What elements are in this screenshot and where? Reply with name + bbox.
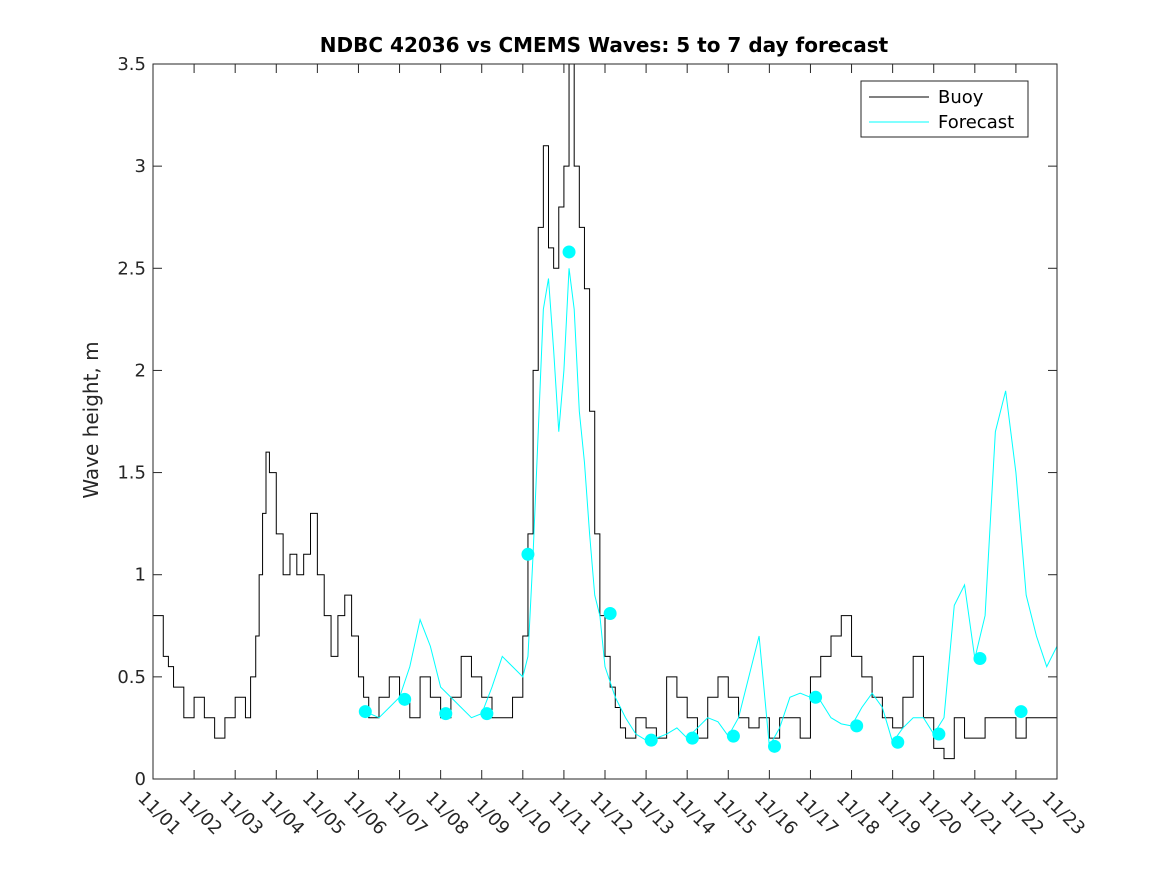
forecast-start-marker (726, 729, 740, 743)
x-tick-label: 11/20 (914, 788, 966, 840)
x-tick-label: 11/14 (668, 788, 720, 840)
x-tick-label: 11/15 (709, 788, 761, 840)
chart-title: NDBC 42036 vs CMEMS Waves: 5 to 7 day fo… (320, 33, 889, 57)
forecast-start-marker (973, 651, 987, 665)
forecast-start-marker (644, 733, 658, 747)
x-tick-label: 11/03 (216, 788, 268, 840)
x-tick-label: 11/17 (791, 788, 843, 840)
forecast-start-marker (932, 727, 946, 741)
x-tick-label: 11/10 (503, 788, 555, 840)
forecast-start-marker (562, 245, 576, 259)
forecast-start-marker (768, 739, 781, 753)
forecast-start-marker (358, 705, 372, 719)
x-tick-label: 11/18 (832, 788, 884, 840)
legend-label-buoy: Buoy (938, 87, 984, 108)
forecast-start-marker (891, 735, 905, 749)
plot-area (153, 64, 1057, 779)
forecast-start-marker (439, 707, 453, 721)
forecast-start-marker (850, 719, 864, 733)
y-tick-label: 3.5 (117, 54, 146, 75)
forecast-start-marker (809, 690, 823, 704)
y-tick-label: 2.5 (117, 258, 146, 279)
forecast-start-marker (1014, 705, 1028, 719)
legend-label-forecast: Forecast (938, 112, 1014, 133)
y-tick-label: 3 (135, 156, 146, 177)
y-tick-label: 1.5 (117, 463, 146, 484)
x-tick-label: 11/13 (627, 788, 679, 840)
x-tick-label: 11/22 (996, 788, 1048, 840)
x-tick-label: 11/12 (585, 788, 637, 840)
y-tick-label: 0 (135, 769, 146, 790)
x-tick-label: 11/07 (380, 788, 432, 840)
y-axis-label: Wave height, m (79, 341, 103, 498)
x-tick-label: 11/04 (257, 788, 309, 840)
x-tick-label: 11/23 (1037, 788, 1089, 840)
x-tick-label: 11/16 (750, 788, 802, 840)
forecast-start-marker (480, 707, 494, 721)
x-tick-label: 11/06 (339, 788, 391, 840)
x-tick-label: 11/08 (421, 788, 473, 840)
y-tick-label: 0.5 (117, 667, 146, 688)
y-tick-label: 1 (135, 565, 146, 586)
x-tick-label: 11/21 (955, 788, 1007, 840)
plot-frame (152, 63, 1058, 780)
forecast-start-marker (685, 731, 699, 745)
x-tick-label: 11/01 (133, 788, 185, 840)
x-tick-label: 11/05 (298, 788, 350, 840)
x-tick-label: 11/09 (462, 788, 514, 840)
forecast-start-marker (603, 607, 617, 621)
series-line-forecast (365, 268, 1058, 748)
x-tick-label: 11/11 (544, 788, 596, 840)
x-tick-label: 11/19 (873, 788, 925, 840)
legend: Buoy Forecast (860, 80, 1029, 138)
series-line-buoy (153, 63, 1057, 760)
forecast-start-marker (521, 547, 535, 561)
y-tick-label: 2 (135, 360, 146, 381)
series-layer (153, 63, 1058, 760)
legend-box (860, 80, 1029, 138)
x-tick-label: 11/02 (175, 788, 227, 840)
forecast-start-marker (398, 692, 412, 706)
